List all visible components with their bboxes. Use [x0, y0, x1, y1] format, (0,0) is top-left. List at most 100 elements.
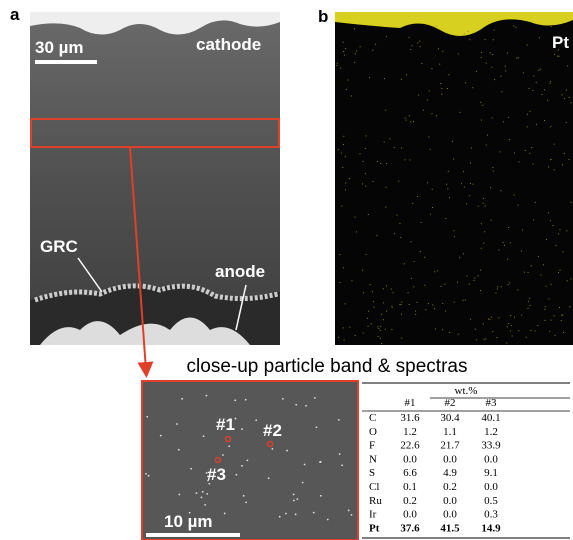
speck [482, 105, 483, 106]
speck [494, 30, 495, 31]
speck [356, 51, 357, 52]
speck [530, 305, 531, 306]
speck [389, 138, 390, 139]
speck [527, 44, 528, 45]
speck [453, 230, 454, 231]
speck [346, 89, 347, 90]
panel-title: close-up particle band & spectras [187, 356, 468, 377]
speck [377, 326, 378, 327]
speck [538, 256, 539, 257]
speck [375, 44, 376, 45]
particle [206, 395, 208, 397]
speck [467, 276, 468, 277]
speck [484, 339, 485, 340]
particle [181, 398, 183, 400]
speck [441, 88, 442, 89]
speck [485, 205, 486, 206]
table-cell: 4.9 [443, 467, 457, 479]
speck [530, 330, 531, 331]
speck [521, 315, 522, 316]
speck [378, 336, 379, 337]
speck [424, 285, 425, 286]
speck [483, 198, 484, 199]
particle [146, 416, 148, 418]
speck [474, 278, 475, 279]
speck [373, 301, 374, 302]
speck [497, 286, 498, 287]
speck [562, 164, 563, 165]
speck [492, 118, 493, 119]
speck [363, 332, 364, 333]
speck [564, 153, 565, 154]
speck [568, 159, 569, 160]
table-cell: 30.4 [440, 412, 460, 424]
speck [513, 194, 514, 195]
speck [533, 76, 534, 77]
speck [456, 35, 457, 36]
speck [507, 259, 508, 260]
speck [549, 299, 550, 300]
particle [282, 398, 284, 400]
speck [420, 251, 421, 252]
particle [304, 464, 306, 466]
table-cell: 41.5 [440, 522, 460, 534]
speck [385, 110, 386, 111]
speck [470, 163, 471, 164]
speck [410, 159, 411, 160]
speck [546, 239, 547, 240]
speck [384, 142, 385, 143]
table-cell: 0.3 [484, 509, 498, 521]
speck [367, 318, 368, 319]
table-cell: 22.6 [400, 440, 420, 452]
speck [540, 69, 541, 70]
speck [518, 204, 519, 205]
table-cell: 0.0 [443, 495, 457, 507]
speck [538, 70, 539, 71]
column-header: #3 [486, 397, 498, 409]
speck [561, 94, 562, 95]
speck [445, 311, 446, 312]
particle [338, 419, 340, 421]
speck [434, 308, 435, 309]
speck [554, 335, 555, 336]
particle [203, 435, 205, 437]
panel-label: b [318, 7, 328, 26]
speck [544, 320, 545, 321]
speck [418, 95, 419, 96]
row-header: S [369, 467, 375, 479]
speck [499, 250, 500, 251]
speck [394, 233, 395, 234]
speck [509, 139, 510, 140]
speck [492, 167, 493, 168]
speck [436, 115, 437, 116]
speck [345, 303, 346, 304]
speck [401, 302, 402, 303]
speck [567, 280, 568, 281]
speck [490, 52, 491, 53]
speck [459, 257, 460, 258]
speck [561, 320, 562, 321]
speck [554, 54, 555, 55]
speck [535, 202, 536, 203]
speck [411, 278, 412, 279]
particle [241, 428, 243, 430]
table-unit: wt.% [455, 385, 478, 397]
particle [255, 419, 257, 421]
speck [454, 302, 455, 303]
speck [457, 282, 458, 283]
table-cell: 0.0 [403, 509, 417, 521]
particle [302, 482, 304, 484]
speck [527, 114, 528, 115]
speck [525, 150, 526, 151]
speck [550, 83, 551, 84]
speck [342, 167, 343, 168]
speck [406, 74, 407, 75]
speck [490, 187, 491, 188]
speck [480, 102, 481, 103]
speck [482, 28, 483, 29]
speck [380, 326, 381, 327]
speck [380, 338, 381, 339]
speck [515, 27, 516, 28]
speck [468, 31, 469, 32]
speck [481, 52, 482, 53]
